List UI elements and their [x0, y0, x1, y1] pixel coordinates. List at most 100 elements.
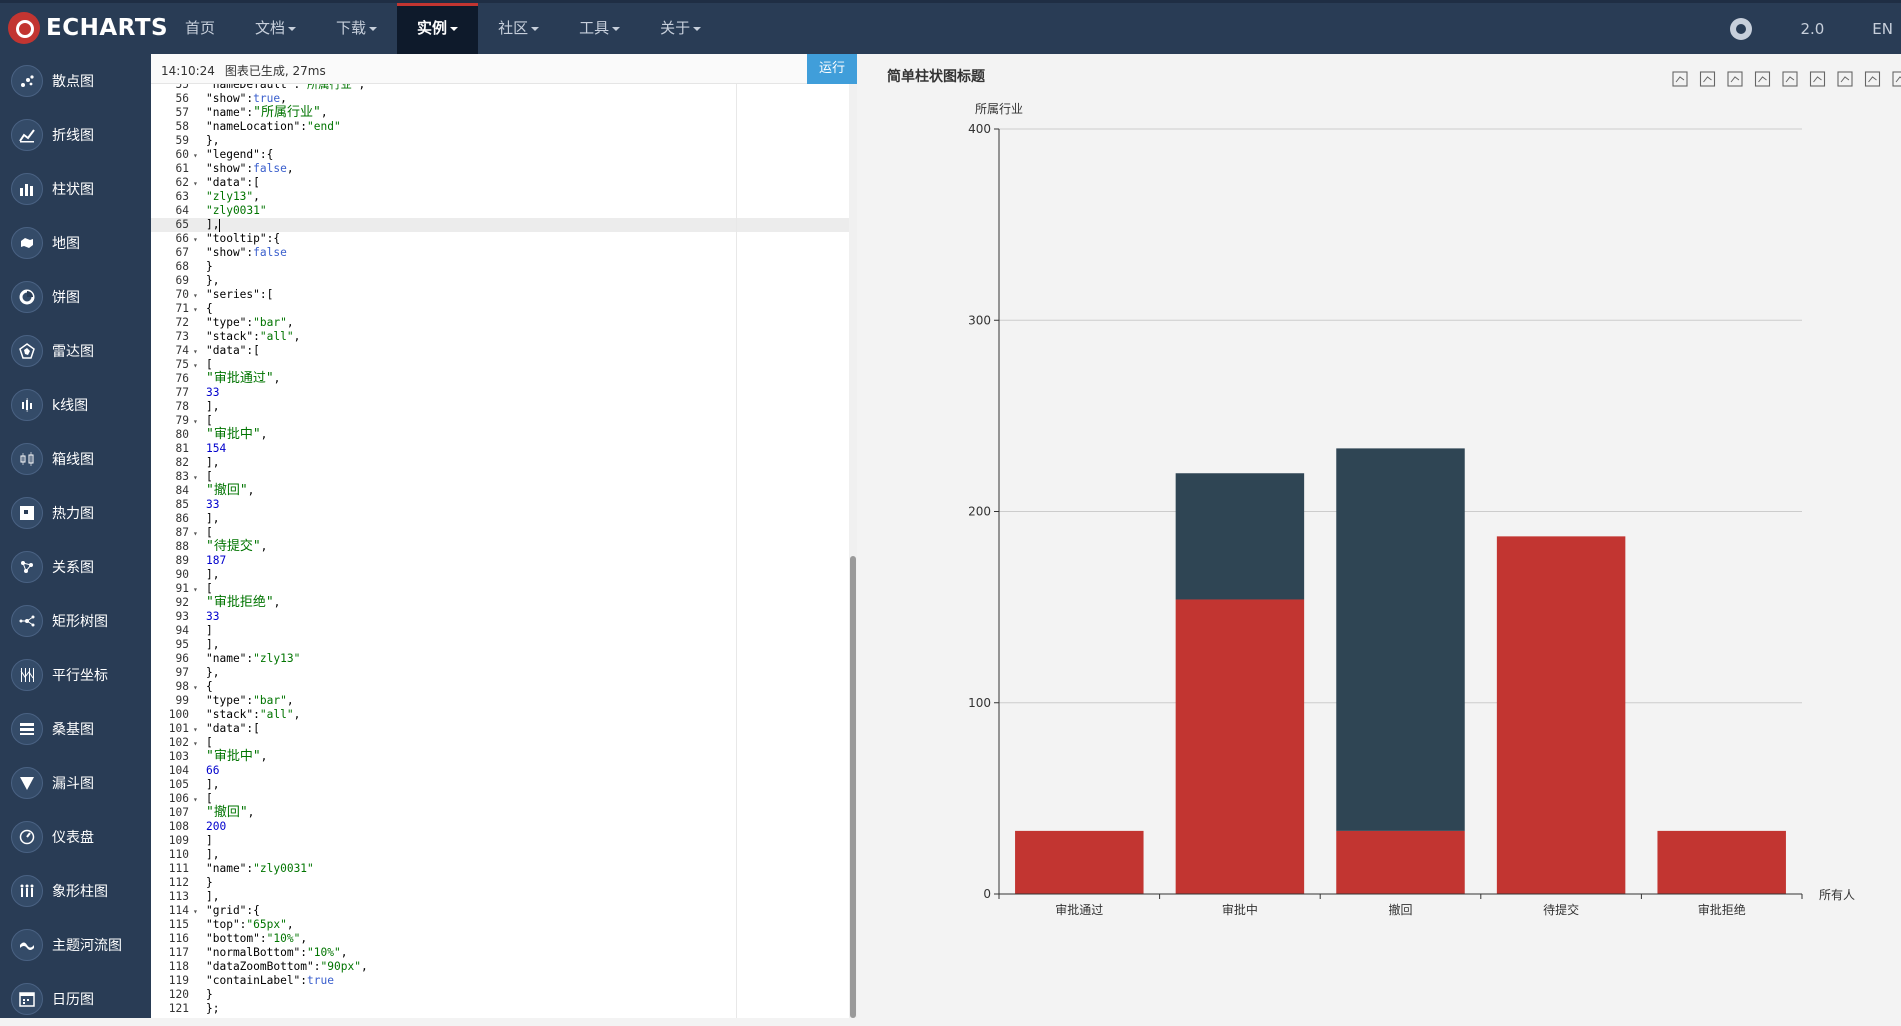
language-switch[interactable]: EN [1872, 19, 1893, 38]
zoom-reset-icon[interactable] [1699, 71, 1716, 87]
bar-zly13[interactable] [1336, 830, 1465, 894]
fold-arrow-icon[interactable]: ▾ [193, 179, 198, 188]
code-token: false [253, 162, 287, 175]
fold-arrow-icon[interactable]: ▾ [193, 361, 198, 370]
code-token: { [206, 302, 213, 315]
line-number: 77 [175, 386, 189, 399]
chevron-down-icon [531, 26, 540, 31]
nav-item[interactable]: 关于 [640, 3, 721, 54]
fold-gutter [193, 569, 203, 583]
run-button[interactable]: 运行 [807, 54, 857, 84]
sidebar-item[interactable]: 日历图 [0, 972, 151, 1026]
line-number: 99 [175, 694, 189, 707]
y-axis-label: 所属行业 [975, 102, 1023, 116]
code-area[interactable]: 55 "nameDefault":"所属行业", 56 "show":true, 5… [151, 84, 849, 1018]
sidebar-item[interactable]: 热力图 [0, 486, 151, 540]
bar-zly13[interactable] [1175, 599, 1305, 894]
bar-switch-icon[interactable] [1782, 71, 1798, 87]
fold-gutter [193, 947, 203, 961]
nav-item[interactable]: 首页 [165, 3, 235, 54]
code-token: "tooltip":{ [206, 232, 281, 245]
data-view-icon[interactable] [1727, 71, 1743, 87]
code-token: "zly0031" [253, 862, 314, 875]
fold-arrow-icon[interactable]: ▾ [193, 907, 198, 916]
fold-arrow-icon[interactable]: ▾ [193, 739, 198, 748]
code-text: "tooltip":{ [203, 232, 280, 245]
code-line: 64 "zly0031" [151, 204, 849, 218]
code-token: true [253, 92, 281, 105]
fold-arrow-icon[interactable]: ▾ [193, 473, 198, 482]
sidebar-item[interactable]: 平行坐标 [0, 648, 151, 702]
fold-arrow-icon[interactable]: ▾ [193, 417, 198, 426]
code-token: , [273, 596, 281, 609]
line-switch-icon[interactable] [1754, 71, 1771, 87]
x-tick-label: 审批拒绝 [1698, 902, 1746, 917]
bar-zly13[interactable] [1015, 830, 1144, 894]
sidebar-item[interactable]: 仪表盘 [0, 810, 151, 864]
nav-item[interactable]: 工具 [559, 3, 640, 54]
nav-item[interactable]: 下载 [316, 3, 397, 54]
fold-arrow-icon[interactable]: ▾ [193, 235, 198, 244]
sidebar-item[interactable]: 饼图 [0, 270, 151, 324]
sidebar-item[interactable]: 地图 [0, 216, 151, 270]
stack-icon[interactable] [1809, 71, 1826, 87]
bar-zly13[interactable] [1496, 536, 1626, 894]
editor-scrollbar[interactable] [849, 84, 857, 1018]
sidebar-item[interactable]: k线图 [0, 378, 151, 432]
bar-zly0031[interactable] [1336, 448, 1465, 831]
gauge-icon [11, 821, 43, 853]
fold-arrow-icon[interactable]: ▾ [193, 585, 198, 594]
line-number: 110 [168, 848, 189, 861]
code-text: [ [203, 792, 213, 805]
fold-gutter [193, 513, 203, 527]
sidebar-item[interactable]: 箱线图 [0, 432, 151, 486]
code-text: ], [203, 778, 219, 791]
sidebar-item[interactable]: 折线图 [0, 108, 151, 162]
version-link[interactable]: 2.0 [1800, 19, 1825, 38]
save-image-icon[interactable] [1892, 71, 1901, 87]
sidebar-item[interactable]: 漏斗图 [0, 756, 151, 810]
github-icon[interactable] [1730, 17, 1753, 40]
code-text: "bottom":"10%", [203, 932, 307, 945]
zoom-icon[interactable] [1672, 71, 1688, 87]
code-token: 187 [206, 554, 227, 567]
bar-zly13[interactable] [1657, 830, 1786, 894]
code-token: ], [206, 512, 220, 525]
code-line: 55 "nameDefault":"所属行业", [151, 84, 849, 92]
code-text: "data":[ [203, 344, 260, 357]
sidebar-item[interactable]: 关系图 [0, 540, 151, 594]
scrollbar-thumb[interactable] [850, 556, 856, 1018]
echarts-logo[interactable]: ECHARTS [8, 10, 168, 46]
code-text: [ [203, 526, 213, 539]
code-token: "data":[ [206, 176, 260, 189]
sidebar-item[interactable]: 主题河流图 [0, 918, 151, 972]
fold-arrow-icon[interactable]: ▾ [193, 151, 198, 160]
code-line: 59 }, [151, 134, 849, 148]
tiled-icon[interactable] [1837, 71, 1853, 87]
nav-item[interactable]: 社区 [478, 3, 559, 54]
fold-arrow-icon[interactable]: ▾ [193, 795, 198, 804]
sidebar-item-label: 日历图 [52, 992, 94, 1008]
line-number: 113 [168, 890, 189, 903]
code-text: ], [203, 400, 219, 413]
sidebar-item[interactable]: 矩形树图 [0, 594, 151, 648]
sidebar-item[interactable]: 雷达图 [0, 324, 151, 378]
code-text: "containLabel":true [203, 974, 334, 987]
nav-item[interactable]: 文档 [235, 3, 316, 54]
sidebar-item[interactable]: 柱状图 [0, 162, 151, 216]
fold-arrow-icon[interactable]: ▾ [193, 291, 198, 300]
sidebar-item[interactable]: 象形柱图 [0, 864, 151, 918]
restore-icon[interactable] [1864, 71, 1881, 87]
fold-arrow-icon[interactable]: ▾ [193, 347, 198, 356]
pictorialbar-icon [11, 875, 43, 907]
fold-arrow-icon[interactable]: ▾ [193, 683, 198, 692]
fold-arrow-icon[interactable]: ▾ [193, 529, 198, 538]
sidebar-item[interactable]: 桑基图 [0, 702, 151, 756]
code-line: 97 }, [151, 666, 849, 680]
bar-zly0031[interactable] [1175, 473, 1305, 600]
nav-item[interactable]: 实例 [397, 3, 479, 54]
fold-arrow-icon[interactable]: ▾ [193, 725, 198, 734]
sidebar-item[interactable]: 散点图 [0, 54, 151, 108]
fold-arrow-icon[interactable]: ▾ [193, 305, 198, 314]
